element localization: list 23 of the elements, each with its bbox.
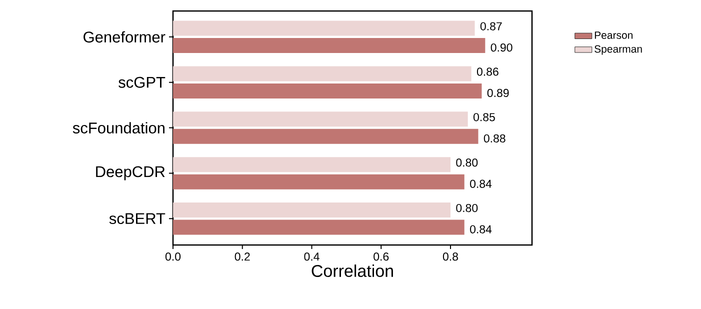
data-label: 0.87 (480, 22, 502, 30)
x-tick-label: 0.2 (234, 252, 250, 261)
data-label: 0.89 (487, 88, 509, 98)
data-label: 0.80 (456, 158, 478, 167)
legend-label: Spearman (594, 45, 642, 55)
y-tick-label: scFoundation (72, 122, 164, 134)
x-tick-label: 0.6 (374, 252, 389, 261)
data-label: 0.86 (476, 68, 498, 76)
data-label: 0.88 (484, 134, 506, 142)
y-tick-label: Geneformer (84, 31, 166, 43)
data-label: 0.85 (473, 113, 495, 122)
data-label: 0.90 (490, 43, 512, 52)
x-tick-label: 0.0 (165, 252, 181, 261)
y-tick-label: DeepCDR (96, 166, 165, 180)
y-tick-label: scGPT (118, 76, 166, 88)
legend-label: Pearson (594, 32, 633, 39)
data-label: 0.80 (456, 204, 478, 212)
y-tick-label: scBERT (109, 213, 166, 224)
x-axis-title: Correlation (312, 264, 393, 277)
data-label: 0.84 (470, 180, 492, 188)
x-tick-label: 0.4 (304, 252, 320, 261)
data-label: 0.84 (470, 225, 492, 234)
x-tick-label: 0.8 (442, 252, 458, 261)
